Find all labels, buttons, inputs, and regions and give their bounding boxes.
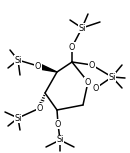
Text: O: O — [37, 103, 43, 112]
Text: O: O — [55, 119, 61, 129]
Text: O: O — [69, 43, 75, 52]
Text: O: O — [93, 84, 99, 93]
Text: O: O — [85, 78, 91, 86]
Text: O: O — [35, 62, 41, 71]
Text: Si: Si — [14, 114, 22, 123]
Text: O: O — [89, 60, 95, 69]
Text: Si: Si — [56, 136, 64, 144]
Text: Si: Si — [14, 56, 22, 65]
Polygon shape — [37, 63, 57, 72]
Text: Si: Si — [78, 24, 86, 32]
Text: Si: Si — [108, 73, 116, 82]
